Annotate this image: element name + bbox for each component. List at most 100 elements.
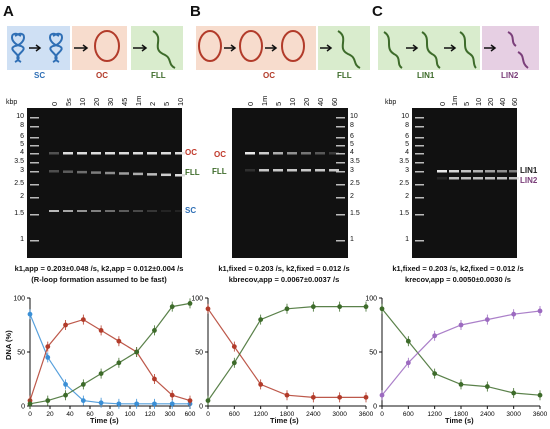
kbp-marker: 6 <box>20 133 24 140</box>
rate-c-line1: k1,fixed = 0.203 /s, k2,fixed = 0.012 /s <box>392 264 524 273</box>
kbp-marker: 2.5 <box>14 180 24 187</box>
x-tick-label: 1200 <box>427 411 442 418</box>
band-fll <box>161 173 171 177</box>
band-oc <box>329 152 339 155</box>
band-label: FLL <box>212 167 227 176</box>
x-axis-title-a: Time (s) <box>90 416 119 425</box>
kbp-marker: 2.5 <box>350 180 360 187</box>
x-tick-label: 120 <box>145 411 156 418</box>
kbp-marker: 1 <box>405 236 409 243</box>
ladder-band <box>30 162 39 164</box>
band-oc <box>49 152 59 155</box>
data-point-oc <box>152 376 157 382</box>
ladder-band <box>415 126 424 128</box>
x-tick-label: 600 <box>403 411 414 418</box>
data-point-sc <box>45 355 51 360</box>
oc-box-b <box>196 26 316 70</box>
kbp-header-c: kbp <box>385 99 397 106</box>
band-lin1 <box>461 170 471 173</box>
band-label: FLL <box>185 168 200 177</box>
rate-b-line2: kbrecov,app = 0.0067±0.0037 /s <box>228 275 340 284</box>
band-fll <box>245 169 255 172</box>
panel-label-c: C <box>372 3 383 20</box>
data-point-oc <box>98 328 104 333</box>
lin1-box <box>378 26 480 70</box>
band-fll <box>105 171 115 175</box>
series-line-oc <box>29 318 191 402</box>
data-point-fll <box>116 360 122 366</box>
data-point-oc <box>205 306 211 312</box>
data-point-oc <box>116 338 122 344</box>
band-sc <box>133 210 143 212</box>
fll-icon <box>133 30 176 69</box>
x-tick-label: 20 <box>46 411 54 418</box>
y-axis-title: DNA (%) <box>4 330 13 360</box>
band-sc <box>105 210 115 212</box>
ladder-band <box>30 145 39 147</box>
y-tick-label: 0 <box>199 404 203 411</box>
gel-c <box>412 108 517 258</box>
ladder-band <box>415 117 424 119</box>
panel-label-a: A <box>3 3 14 20</box>
band-lin1 <box>437 170 447 173</box>
rate-c-line2: krecov,app = 0.0050±0.0030 /s <box>405 275 511 284</box>
data-point-lin2 <box>379 392 385 398</box>
kbp-marker: 3 <box>350 167 354 174</box>
kbp-marker: 3.5 <box>14 158 24 165</box>
data-point-lin1 <box>432 371 438 376</box>
band-sc <box>49 210 59 212</box>
data-point-sc <box>80 398 86 403</box>
band-oc <box>301 152 311 155</box>
data-point-lin1 <box>405 338 411 344</box>
kbp-marker: 3 <box>405 167 409 174</box>
band-oc <box>245 152 255 155</box>
band-sc <box>77 210 87 212</box>
kbp-marker: 3.5 <box>350 158 360 165</box>
gel-b <box>232 108 348 258</box>
data-point-fll <box>27 401 33 407</box>
kbp-marker: 5 <box>405 141 409 148</box>
y-tick-label: 100 <box>13 296 25 303</box>
data-point-oc <box>258 382 264 387</box>
data-point-lin2 <box>458 322 464 328</box>
y-tick-label: 50 <box>17 350 25 357</box>
band-oc <box>77 152 87 155</box>
rate-a-line1: k1,app = 0.203±0.048 /s, k2,app = 0.012±… <box>14 264 184 273</box>
data-point-fll <box>284 306 290 312</box>
band-lin2 <box>449 177 459 180</box>
data-point-fll <box>337 304 343 310</box>
band-lin2 <box>509 177 519 180</box>
ladder-band <box>30 240 39 242</box>
band-oc <box>147 152 157 155</box>
band-sc <box>161 210 171 212</box>
kbp-marker: 10 <box>350 113 358 120</box>
oc-box <box>72 26 127 70</box>
data-point-fll <box>169 304 175 310</box>
band-oc <box>259 152 269 155</box>
gel-a <box>27 108 182 258</box>
ladder-band <box>415 184 424 186</box>
data-point-sc <box>116 401 122 407</box>
kbp-marker: 5 <box>350 141 354 148</box>
data-point-fll <box>134 349 140 355</box>
y-tick-label: 100 <box>191 296 203 303</box>
sc-box-label: SC <box>34 71 46 80</box>
band-oc <box>273 152 283 155</box>
band-lin2 <box>473 177 483 180</box>
ladder-band <box>336 171 345 173</box>
band-lin1 <box>497 170 507 173</box>
band-lin1 <box>485 170 495 173</box>
kbp-marker: 1.5 <box>14 210 24 217</box>
band-fll <box>329 169 339 172</box>
data-point-lin1 <box>511 390 517 396</box>
ladder-band <box>415 197 424 199</box>
kbp-marker: 2 <box>350 193 354 200</box>
x-tick-label: 100 <box>125 411 136 418</box>
ladder-band <box>30 153 39 155</box>
lin2-icon <box>484 31 529 69</box>
data-point-oc <box>337 394 343 400</box>
fll-box <box>131 26 183 70</box>
kbp-marker: 4 <box>350 149 354 156</box>
